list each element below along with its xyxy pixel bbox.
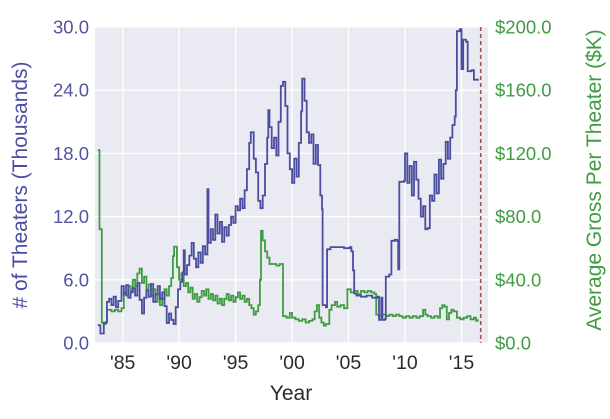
y-right-tick-label: $80.0 xyxy=(495,206,541,227)
theaters-line xyxy=(97,28,479,335)
x-tick-label: '85 xyxy=(110,352,136,374)
y-left-tick-label: 30.0 xyxy=(53,17,89,38)
y-right-tick-label: $120.0 xyxy=(495,143,552,164)
right-axis-title: Average Gross Per Theater ($K) xyxy=(583,29,606,331)
left-axis-title: # of Theaters (Thousands) xyxy=(9,61,32,308)
y-left-tick-label: 18.0 xyxy=(53,143,89,164)
y-left-tick-label: 6.0 xyxy=(63,269,89,290)
x-tick-label: '10 xyxy=(392,352,418,374)
y-right-tick-label: $200.0 xyxy=(495,17,552,38)
y-left-tick-label: 0.0 xyxy=(63,333,89,354)
y-right-tick-label: $0.0 xyxy=(495,333,531,354)
y-left-tick-label: 12.0 xyxy=(53,206,89,227)
y-right-tick-label: $160.0 xyxy=(495,80,552,101)
x-axis-title: Year xyxy=(270,382,312,405)
y-left-tick-label: 24.0 xyxy=(53,80,89,101)
x-tick-label: '05 xyxy=(336,352,362,374)
y-right-tick-label: $40.0 xyxy=(495,269,541,290)
x-tick-label: '95 xyxy=(223,352,249,374)
x-tick-label: '90 xyxy=(166,352,192,374)
x-tick-label: '15 xyxy=(449,352,475,374)
x-tick-label: '00 xyxy=(279,352,305,374)
